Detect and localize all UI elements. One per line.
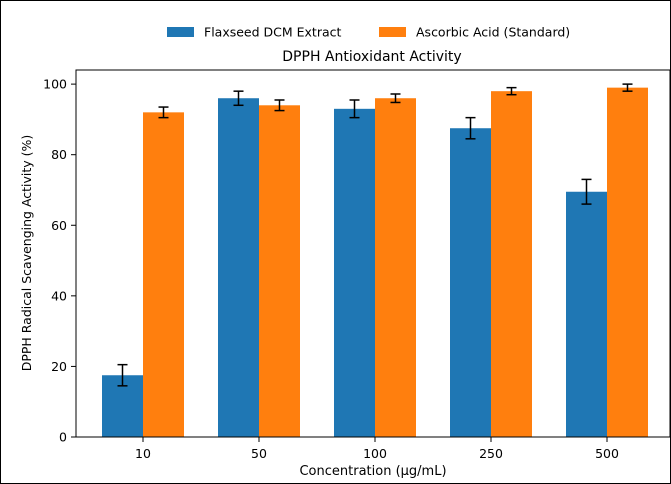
x-tick-label: 10 — [135, 446, 151, 461]
plot-area-border — [75, 69, 670, 438]
bar-extract-250 — [450, 128, 491, 437]
x-tick-label: 500 — [595, 446, 619, 461]
legend: Flaxseed DCM Extract Ascorbic Acid (Stand… — [167, 25, 570, 40]
bar-extract-50 — [218, 98, 259, 437]
bar-standard-250 — [491, 91, 532, 437]
bar-extract-500 — [566, 191, 607, 437]
x-tick-label: 250 — [479, 446, 503, 461]
x-tick-label: 100 — [363, 446, 387, 461]
x-axis-label: Concentration (µg/mL) — [299, 464, 446, 479]
legend-swatch-standard — [379, 27, 406, 37]
y-axis-label: DPPH Radical Scavenging Activity (%) — [19, 135, 34, 372]
y-tick-label: 20 — [51, 359, 67, 374]
y-tick-label: 60 — [51, 218, 67, 233]
legend-label-extract: Flaxseed DCM Extract — [204, 25, 342, 40]
bar-extract-100 — [334, 108, 375, 437]
y-tick-label: 0 — [59, 430, 67, 445]
x-axis: 10 50 100 250 500 — [135, 437, 619, 461]
legend-swatch-extract — [167, 27, 194, 37]
legend-label-standard: Ascorbic Acid (Standard) — [416, 25, 570, 40]
bar-standard-500 — [607, 87, 648, 438]
bar-standard-50 — [259, 105, 300, 438]
bar-standard-100 — [375, 98, 416, 437]
bar-standard-10 — [143, 112, 184, 437]
x-tick-label: 50 — [251, 446, 267, 461]
y-axis: 0 20 40 60 80 100 — [43, 77, 76, 445]
y-tick-label: 40 — [51, 288, 67, 303]
bars-layer — [102, 83, 648, 438]
y-tick-label: 80 — [51, 147, 67, 162]
y-tick-label: 100 — [43, 77, 67, 92]
chart-title: DPPH Antioxidant Activity — [282, 49, 461, 65]
